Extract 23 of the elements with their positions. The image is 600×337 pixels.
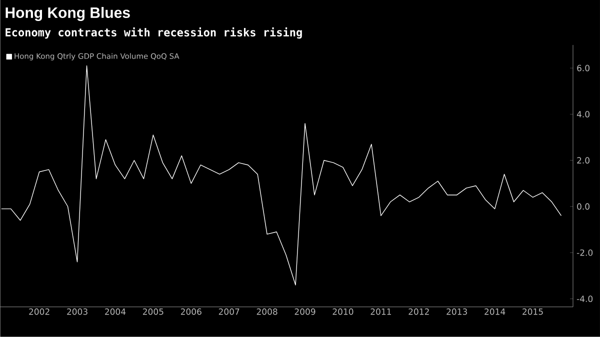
chart-subtitle: Economy contracts with recession risks rising <box>6 27 302 39</box>
x-tick-label: 2010 <box>332 308 354 315</box>
y-tick-label: 6.0 <box>577 64 590 72</box>
x-tick-label: 2002 <box>29 308 50 315</box>
x-tick-label: 2008 <box>256 308 278 315</box>
chart-title: Hong Kong Blues <box>6 7 130 22</box>
x-tick-label: 2012 <box>408 308 429 315</box>
line-series <box>0 65 562 286</box>
y-tick-label: -2.0 <box>576 250 593 256</box>
y-tick-label: -4.0 <box>576 296 593 302</box>
x-tick-label: 2015 <box>522 308 543 315</box>
y-tick-label: 4.0 <box>576 111 590 118</box>
x-tick-label: 2011 <box>370 308 391 315</box>
y-tick-label: 0.0 <box>577 203 590 210</box>
x-tick-label: 2006 <box>180 308 202 315</box>
x-tick-label: 2004 <box>105 308 126 315</box>
x-tick-label: 2014 <box>484 308 506 315</box>
x-tick-label: 2009 <box>294 308 316 315</box>
y-tick-label: 2.0 <box>577 157 590 164</box>
x-tick-label: 2003 <box>67 308 88 315</box>
x-tick-label: 2005 <box>142 308 164 315</box>
x-tick-label: 2007 <box>218 308 240 315</box>
x-tick-label: 2013 <box>446 308 467 315</box>
